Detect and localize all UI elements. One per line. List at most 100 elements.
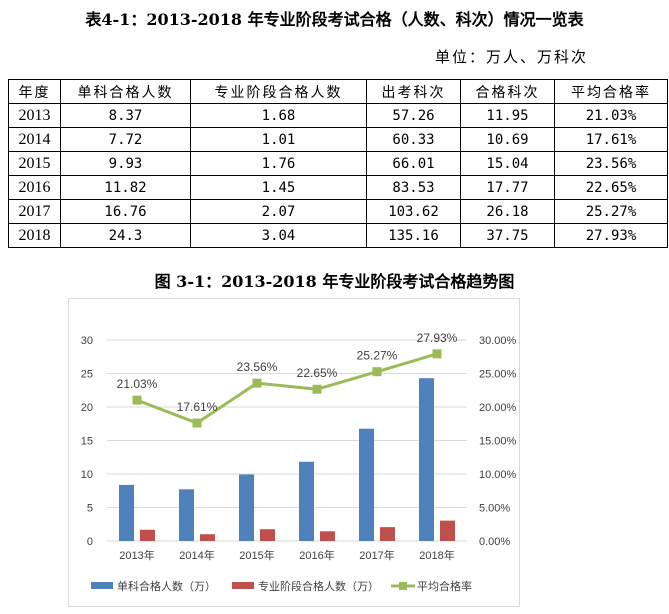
table-cell: 1.45 (190, 175, 367, 200)
table-cell: 26.18 (460, 199, 555, 224)
table-cell: 15.04 (460, 151, 555, 176)
table-cell: 3.04 (190, 223, 367, 248)
table-cell: 10.69 (460, 127, 555, 152)
unit-label: 单位：万人、万科次 (435, 48, 589, 66)
y-tick-label: 0 (87, 536, 93, 548)
table-cell: 2017 (8, 199, 61, 224)
bar-professional-stage (380, 527, 395, 541)
chart-svg: 0 0.00% 5 5.00% 10 10.00% 15 15.00% 20 20.00% 25 25… (81, 331, 517, 593)
table-row: 2016 11.82 1.45 83.53 17.77 22.65% (8, 175, 668, 200)
y2-tick-label: 15.00% (479, 436, 517, 448)
table-cell: 23.56% (554, 151, 668, 176)
bar-single-subject (179, 489, 194, 541)
chart: 0 0.00% 5 5.00% 10 10.00% 15 15.00% 20 20.00% 25 25… (68, 298, 520, 607)
column-header: 出考科次 (366, 79, 461, 104)
bar-professional-stage (140, 529, 155, 541)
table-cell: 27.93% (554, 223, 668, 248)
y-tick-label: 20 (81, 402, 93, 414)
legend-swatch (232, 582, 254, 589)
legend-label: 单科合格人数（万） (117, 579, 216, 593)
y2-tick-label: 20.00% (479, 402, 517, 414)
table-cell: 2013 (8, 103, 61, 128)
table-cell: 2014 (8, 127, 61, 152)
y-tick-label: 30 (81, 335, 93, 347)
y2-tick-label: 25.00% (479, 369, 517, 381)
data-label: 17.61% (177, 400, 218, 414)
table-cell: 2.07 (190, 199, 367, 224)
table-cell: 1.01 (190, 127, 367, 152)
table-cell: 22.65% (554, 175, 668, 200)
line-marker (312, 384, 322, 394)
table-title: 表4-1：2013-2018 年专业阶段考试合格（人数、科次）情况一览表 (85, 10, 584, 29)
column-header: 年度 (8, 79, 61, 104)
y-tick-label: 5 (87, 503, 93, 515)
x-tick-label: 2017年 (359, 548, 394, 562)
table-cell: 17.61% (554, 127, 668, 152)
table-row: 2013 8.37 1.68 57.26 11.95 21.03% (8, 103, 668, 128)
table-cell: 1.76 (190, 151, 367, 176)
table-cell: 11.82 (60, 175, 191, 200)
table-cell: 83.53 (366, 175, 461, 200)
legend-swatch (91, 582, 113, 589)
table-cell: 37.75 (460, 223, 555, 248)
bar-professional-stage (440, 520, 455, 541)
legend-label: 平均合格率 (417, 579, 472, 593)
table-cell: 103.62 (366, 199, 461, 224)
line-marker (372, 367, 382, 377)
y2-tick-label: 0.00% (479, 536, 510, 548)
x-tick-label: 2018年 (419, 548, 454, 562)
table-cell: 8.37 (60, 103, 191, 128)
table-row: 2018 24.3 3.04 135.16 37.75 27.93% (8, 223, 668, 248)
line-pass-rate (136, 352, 438, 425)
bar-single-subject (299, 461, 314, 541)
data-label: 25.27% (357, 349, 398, 363)
table-cell: 17.77 (460, 175, 555, 200)
data-label: 22.65% (297, 366, 338, 380)
x-tick-label: 2015年 (239, 548, 274, 562)
y-tick-label: 25 (81, 369, 93, 381)
table-cell: 25.27% (554, 199, 668, 224)
table-cell: 2016 (8, 175, 61, 200)
table-cell: 2015 (8, 151, 61, 176)
line-marker (432, 349, 442, 359)
table-cell: 16.76 (60, 199, 191, 224)
table-cell: 2018 (8, 223, 61, 248)
data-table: 年度 单科合格人数 专业阶段合格人数 出考科次 合格科次 平均合格率 2013 8.37 1.… (8, 79, 668, 248)
chart-title: 图 3-1：2013-2018 年专业阶段考试合格趋势图 (154, 272, 515, 291)
column-header: 单科合格人数 (60, 79, 191, 104)
table-cell: 66.01 (366, 151, 461, 176)
line-marker (252, 378, 262, 388)
table-row: 2014 7.72 1.01 60.33 10.69 17.61% (8, 127, 668, 152)
bar-professional-stage (320, 531, 335, 541)
y-tick-label: 15 (81, 436, 93, 448)
y2-tick-label: 30.00% (479, 335, 517, 347)
y-tick-label: 10 (81, 469, 93, 481)
line-marker (192, 418, 202, 428)
y2-tick-label: 10.00% (479, 469, 517, 481)
table-cell: 60.33 (366, 127, 461, 152)
table-cell: 9.93 (60, 151, 191, 176)
table-cell: 57.26 (366, 103, 461, 128)
column-header: 平均合格率 (554, 79, 668, 104)
table-cell: 7.72 (60, 127, 191, 152)
table-row: 2015 9.93 1.76 66.01 15.04 23.56% (8, 151, 668, 176)
data-label: 23.56% (237, 360, 278, 374)
line-marker (132, 395, 142, 405)
bar-single-subject (239, 474, 254, 541)
x-tick-label: 2013年 (119, 548, 154, 562)
bar-professional-stage (200, 534, 215, 541)
x-tick-label: 2016年 (299, 548, 334, 562)
bar-single-subject (359, 428, 374, 541)
table-cell: 11.95 (460, 103, 555, 128)
column-header: 合格科次 (460, 79, 555, 104)
x-tick-label: 2014年 (179, 548, 214, 562)
table-cell: 1.68 (190, 103, 367, 128)
table-cell: 21.03% (554, 103, 668, 128)
bar-professional-stage (260, 529, 275, 541)
legend-label: 专业阶段合格人数（万） (258, 579, 379, 593)
y2-tick-label: 5.00% (479, 503, 510, 515)
table-row: 2017 16.76 2.07 103.62 26.18 25.27% (8, 199, 668, 224)
bar-single-subject (119, 484, 134, 541)
table-cell: 24.3 (60, 223, 191, 248)
bar-single-subject (419, 378, 434, 541)
